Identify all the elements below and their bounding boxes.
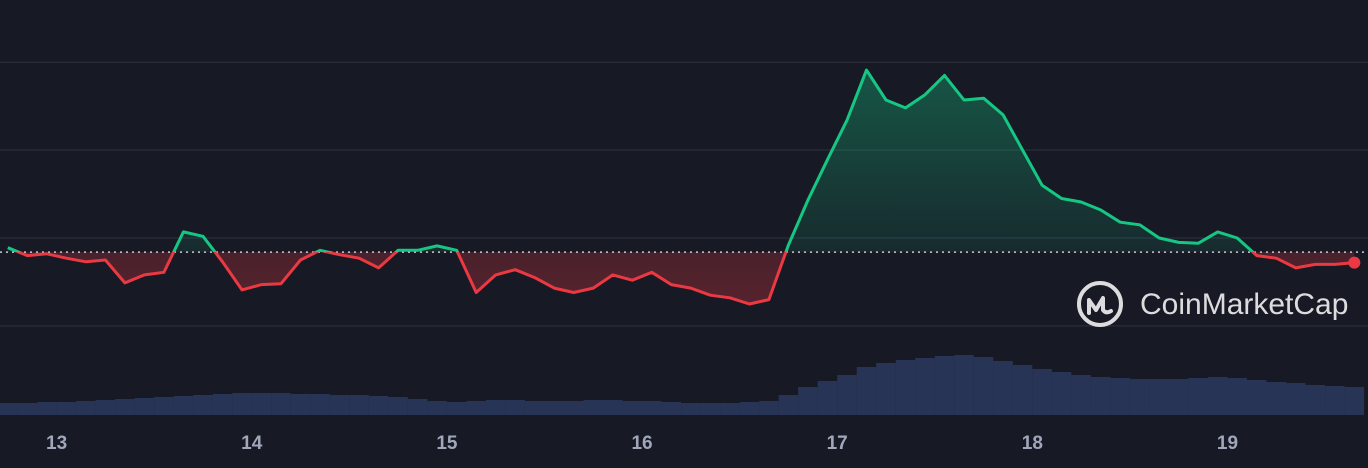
volume-bar <box>739 402 760 415</box>
volume-bar <box>95 400 116 415</box>
volume-bar <box>173 396 194 415</box>
volume-bar <box>37 402 57 415</box>
volume-bar <box>778 395 799 415</box>
volume-bar <box>1227 378 1248 415</box>
volume-bar <box>1344 387 1365 415</box>
volume-bar <box>271 393 291 415</box>
volume-bar <box>1286 383 1306 415</box>
volume-bar <box>817 381 838 415</box>
x-tick-label: 17 <box>827 433 848 454</box>
brand: CoinMarketCap <box>1140 288 1348 321</box>
price-line-down <box>14 252 1355 306</box>
volume-bar <box>661 402 682 415</box>
x-tick-label: 18 <box>1022 433 1043 454</box>
volume-bar <box>76 401 96 415</box>
volume-bar <box>681 403 701 415</box>
volume-bar <box>388 397 408 415</box>
volume-bar <box>1051 372 1072 415</box>
last-point <box>1348 256 1361 269</box>
volume-bar <box>466 401 486 415</box>
x-tick-label: 19 <box>1217 433 1238 454</box>
volume-bar <box>56 402 77 415</box>
logo: CoinMarketCap <box>1077 281 1348 327</box>
volume-bar <box>310 394 330 415</box>
volume-bar <box>427 401 447 415</box>
volume-bar <box>0 403 18 415</box>
volume-bar <box>1168 379 1189 415</box>
volume-bar <box>407 399 428 415</box>
volume-bar <box>1266 382 1287 415</box>
volume-bar <box>720 403 740 415</box>
area-up <box>7 70 1253 253</box>
volume-bar <box>1032 369 1052 415</box>
volume-bar <box>505 400 525 415</box>
volume-bar <box>876 363 896 415</box>
volume-bar <box>700 403 721 415</box>
volume-bar <box>954 355 974 415</box>
volume-bar <box>524 401 545 415</box>
volume-bar <box>17 403 38 415</box>
price-line-up <box>7 68 1256 253</box>
volume-bar <box>856 367 877 415</box>
volume-bar <box>603 400 623 415</box>
volume-bar <box>895 360 916 415</box>
x-tick-label: 16 <box>631 433 652 454</box>
volume-bar <box>993 361 1013 415</box>
volume-bar <box>193 395 213 415</box>
volume-bar <box>563 401 584 415</box>
volume-bar <box>1325 386 1345 415</box>
volume-bar <box>368 396 389 415</box>
volume-bar <box>544 401 564 415</box>
volume-bar <box>349 395 369 415</box>
volume-bar <box>837 375 857 415</box>
x-tick-label: 14 <box>241 433 263 454</box>
volume-bar <box>973 357 994 415</box>
volume-bar <box>290 394 311 415</box>
volume-bar <box>212 394 233 415</box>
volume-bar <box>1207 377 1228 415</box>
volume-bar <box>251 393 272 415</box>
volume-bar <box>329 395 350 415</box>
volume-bar <box>622 401 643 415</box>
volume-bar <box>1305 385 1326 415</box>
volume-bar <box>1071 375 1091 415</box>
volume-bar <box>1110 378 1130 415</box>
area-down <box>7 252 1355 304</box>
volume-bar <box>1247 380 1267 415</box>
volume-bar <box>642 401 662 415</box>
volume-bar <box>915 358 935 415</box>
volume-bar <box>934 356 955 415</box>
volume-bar <box>1012 365 1033 415</box>
volume-bar <box>134 398 155 415</box>
volume-bar <box>232 393 252 415</box>
volume-bar <box>759 401 779 415</box>
volume-bar <box>1149 379 1169 415</box>
volume-bar <box>1188 378 1208 415</box>
volume-bar <box>485 400 506 415</box>
x-tick-label: 13 <box>46 433 67 454</box>
volume-bar <box>1090 377 1111 415</box>
volume-bar <box>583 400 604 415</box>
volume-bar <box>446 402 467 415</box>
volume-bar <box>1129 379 1150 415</box>
volume-bar <box>798 387 818 415</box>
volume-bar <box>154 397 174 415</box>
volume-bar <box>115 399 135 415</box>
x-tick-label: 15 <box>436 433 458 454</box>
